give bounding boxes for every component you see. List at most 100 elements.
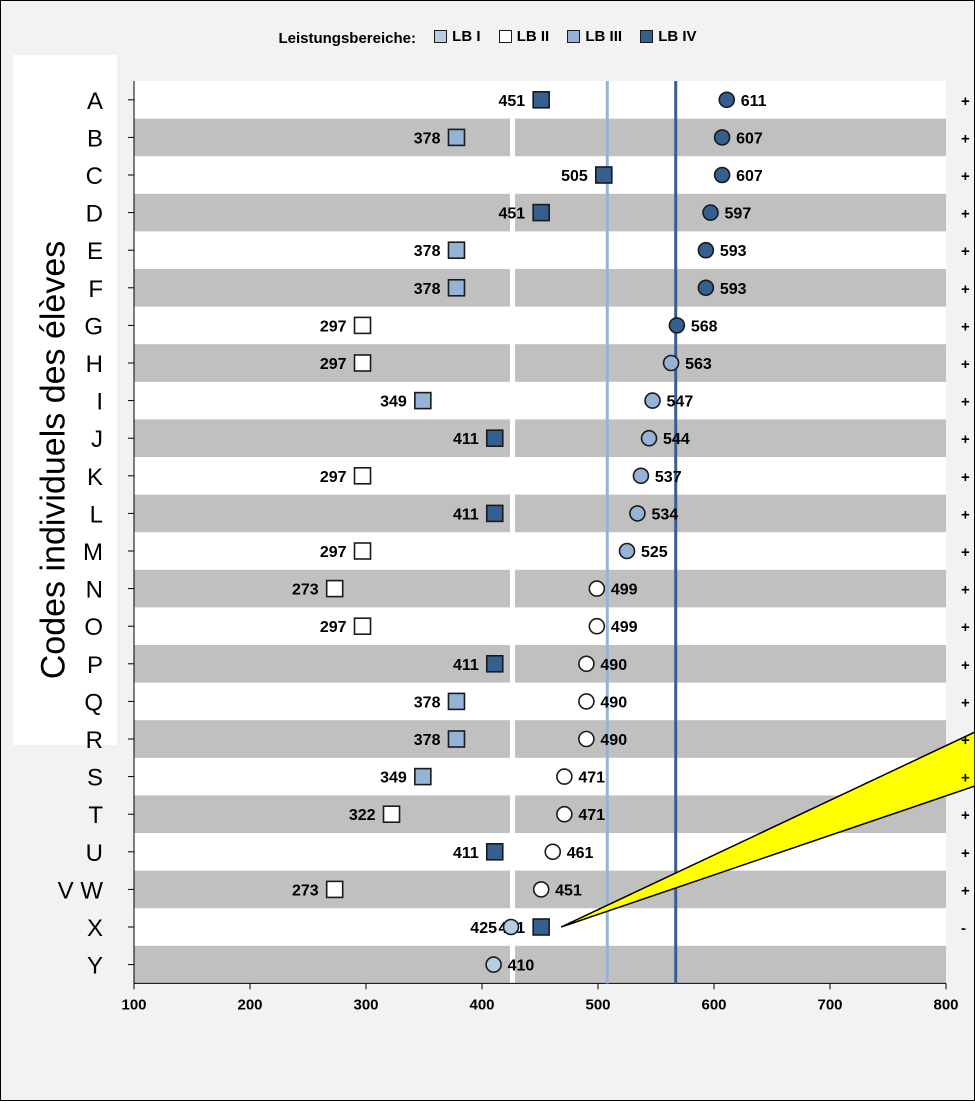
- circle-marker: [629, 505, 646, 522]
- square-marker: [353, 316, 372, 335]
- square-marker: [485, 504, 504, 523]
- row-band: [134, 494, 946, 533]
- square-value-label: 378: [414, 694, 441, 711]
- circle-marker: [578, 693, 595, 710]
- legend-item-lb-iv: LB IV: [640, 28, 697, 45]
- x-tick-label: 800: [933, 996, 958, 1013]
- circle-value-label: 499: [611, 619, 638, 636]
- circle-value-label: 547: [667, 394, 694, 411]
- row-band: [134, 569, 946, 608]
- legend-swatch-lb-ii: [498, 30, 512, 43]
- x-tick-label: 500: [585, 996, 610, 1013]
- x-tick-label: 200: [237, 996, 262, 1013]
- square-marker: [485, 842, 504, 861]
- axis-label-panel: [13, 55, 117, 745]
- circle-marker: [556, 768, 573, 785]
- circle-value-label: 490: [600, 694, 627, 711]
- row-code-label: X: [87, 915, 103, 942]
- square-marker: [447, 241, 466, 259]
- circle-marker: [532, 881, 550, 898]
- row-code-label: J: [91, 426, 103, 453]
- row-sign-label: +: [961, 845, 970, 862]
- square-value-label: 297: [320, 318, 347, 335]
- y-axis-title: Codes individuels des élèves: [34, 240, 73, 680]
- row-sign-label: +: [961, 582, 970, 599]
- square-value-label: 297: [320, 356, 347, 373]
- square-value-label: 505: [561, 168, 588, 185]
- square-value-label: 378: [414, 130, 441, 147]
- circle-marker: [702, 204, 719, 221]
- row-code-label: I: [96, 389, 103, 416]
- circle-marker: [697, 279, 715, 297]
- square-value-label: 411: [453, 657, 479, 674]
- circle-value-label: 563: [685, 356, 712, 373]
- circle-value-label: 471: [578, 770, 605, 787]
- row-code-label: G: [84, 313, 103, 340]
- circle-value-label: 597: [725, 206, 752, 223]
- legend-label-lb-iii: LB III: [585, 28, 623, 45]
- row-band: [134, 945, 946, 984]
- row-sign-label: +: [961, 93, 970, 110]
- row-sign-label: +: [961, 206, 970, 223]
- circle-marker: [485, 956, 502, 973]
- x-tick-label: 600: [701, 996, 726, 1013]
- row-sign-label: +: [961, 394, 970, 411]
- x-tick-label: 100: [121, 996, 146, 1013]
- row-code-label: K: [87, 464, 103, 491]
- square-marker: [325, 880, 344, 899]
- square-marker: [485, 654, 504, 673]
- row-sign-label: +: [961, 130, 970, 147]
- legend-label-lb-ii: LB II: [516, 28, 550, 45]
- circle-value-label: 568: [691, 318, 718, 335]
- row-sign-label: +: [961, 356, 970, 373]
- square-value-label: 378: [414, 243, 441, 260]
- legend-label-lb-iv: LB IV: [658, 28, 697, 45]
- row-band: [134, 118, 946, 157]
- square-value-label: 349: [380, 394, 407, 411]
- square-value-label: 322: [349, 807, 376, 824]
- row-code-label: L: [90, 501, 103, 528]
- square-marker: [382, 805, 401, 824]
- circle-marker: [632, 467, 650, 485]
- row-band: [134, 269, 946, 307]
- row-sign-label: +: [961, 619, 970, 636]
- row-code-label: E: [87, 238, 103, 265]
- circle-value-label: 593: [720, 281, 747, 298]
- legend: Leistungsbereiche: LB I LB II LB III LB …: [0, 28, 975, 54]
- row-code-label: Q: [84, 689, 103, 716]
- square-marker: [447, 692, 466, 711]
- legend-label-lb-i: LB I: [452, 28, 481, 45]
- square-marker: [414, 391, 432, 410]
- row-band: [134, 344, 946, 382]
- row-sign-label: +: [961, 168, 970, 185]
- circle-marker: [578, 730, 595, 748]
- row-code-label: C: [86, 163, 103, 190]
- circle-marker: [697, 241, 715, 259]
- row-code-label: P: [87, 652, 103, 679]
- row-sign-label: +: [961, 732, 970, 749]
- square-marker: [447, 128, 466, 147]
- legend-swatch-lb-iii: [567, 30, 581, 43]
- square-value-label: 297: [320, 469, 347, 486]
- circle-marker: [588, 580, 606, 597]
- row-code-label: F: [88, 276, 103, 303]
- circle-value-label: 490: [600, 657, 627, 674]
- row-sign-label: -: [961, 920, 966, 937]
- row-code-label: B: [87, 125, 103, 152]
- circle-marker: [588, 617, 606, 635]
- circle-value-label: 593: [720, 243, 747, 260]
- square-marker: [532, 91, 550, 109]
- circle-marker: [713, 129, 731, 146]
- row-code-label: A: [87, 88, 103, 115]
- row-code-label: Y: [87, 953, 103, 980]
- callout-pointer: [560, 731, 975, 928]
- square-marker: [353, 542, 372, 560]
- row-code-label: H: [86, 351, 103, 378]
- row-sign-label: +: [961, 318, 970, 335]
- circle-value-label: 499: [611, 582, 638, 599]
- square-marker: [353, 354, 372, 372]
- square-marker: [532, 203, 550, 222]
- circle-marker: [578, 655, 595, 673]
- circle-value-label: 537: [655, 469, 682, 486]
- circle-value-label: 607: [736, 168, 763, 185]
